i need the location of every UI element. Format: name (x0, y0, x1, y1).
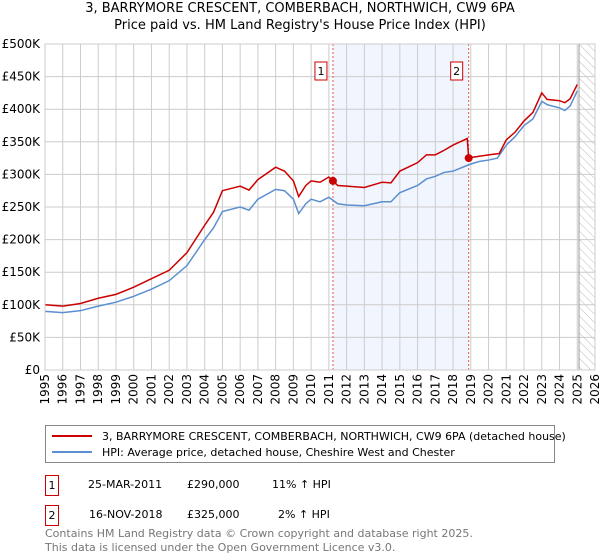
x-tick-label: 2001 (144, 374, 158, 405)
x-tick-label: 2003 (180, 374, 194, 405)
x-tick-label: 2024 (553, 374, 567, 405)
legend-label: 3, BARRYMORE CRESCENT, COMBERBACH, NORTH… (102, 429, 566, 443)
legend-label: HPI: Average price, detached house, Ches… (102, 445, 455, 459)
y-tick-label: £500K (2, 37, 42, 51)
footer: Contains HM Land Registry data © Crown c… (45, 527, 473, 555)
x-tick-label: 1999 (109, 374, 123, 405)
x-tick-label: 2004 (198, 374, 212, 405)
x-tick-label: 2021 (499, 374, 513, 405)
y-tick-label: £300K (2, 167, 42, 181)
sale-label-box (314, 61, 328, 81)
sale-label: 1 (317, 65, 324, 78)
transaction-marker: 1 (45, 475, 59, 496)
legend-item-hpi: HPI: Average price, detached house, Ches… (52, 444, 455, 460)
x-tick-label: 1995 (38, 374, 52, 405)
x-tick-label: 2019 (464, 374, 478, 405)
y-tick-label: £100K (2, 298, 42, 312)
footer-copyright: Contains HM Land Registry data © Crown c… (45, 527, 473, 540)
price-chart: 1995 1996 1997 1998 1999 2000 2001 2002 2003 2004… (2, 37, 600, 405)
x-tick-label: 2010 (304, 374, 318, 405)
y-tick-label: £50K (9, 330, 41, 344)
hpi-line (44, 90, 578, 314)
y-tick-label: £350K (2, 135, 42, 149)
transaction-price: £290,000 (187, 478, 240, 491)
x-tick-label: 2006 (233, 374, 247, 405)
transaction-price: £325,000 (187, 508, 240, 521)
sale-label-box (450, 61, 464, 81)
x-tick-label: 1998 (91, 374, 105, 405)
chart-legend: 3, BARRYMORE CRESCENT, COMBERBACH, NORTH… (45, 425, 566, 463)
legend-item-property: 3, BARRYMORE CRESCENT, COMBERBACH, NORTH… (52, 428, 566, 444)
chart-subtitle: Price paid vs. HM Land Registry's House … (114, 18, 486, 33)
x-tick-label: 2016 (411, 374, 425, 405)
transaction-date: 25-MAR-2011 (88, 478, 163, 491)
y-tick-label: £200K (2, 233, 42, 247)
y-tick-label: £450K (2, 70, 42, 84)
x-tick-label: 2012 (340, 374, 354, 405)
y-tick-label: £400K (2, 102, 42, 116)
footer-licence: This data is licensed under the Open Gov… (45, 541, 396, 554)
x-tick-label: 2013 (357, 374, 371, 405)
transaction-hpi: 2% ↑ HPI (278, 508, 330, 521)
price-paid-line (44, 84, 578, 307)
x-tick-label: 2000 (127, 374, 141, 405)
x-tick-label: 2026 (588, 374, 600, 405)
x-tick-label: 1997 (73, 374, 87, 405)
x-tick-label: 2023 (535, 374, 549, 405)
x-tick-label: 2018 (446, 374, 460, 405)
x-tick-label: 1996 (56, 374, 70, 405)
transaction-date: 16-NOV-2018 (89, 508, 163, 521)
chart-title: 3, BARRYMORE CRESCENT, COMBERBACH, NORTH… (85, 1, 515, 16)
x-tick-label: 2008 (269, 374, 283, 405)
x-tick-label: 2014 (375, 374, 389, 405)
sale-point (464, 154, 473, 163)
x-tick-label: 2005 (215, 374, 229, 405)
x-tick-label: 2011 (322, 374, 336, 405)
x-tick-label: 2009 (286, 374, 300, 405)
x-tick-label: 2020 (482, 374, 496, 405)
legend-swatch-blue (52, 451, 92, 453)
x-tick-label: 2002 (162, 374, 176, 405)
x-tick-label: 2015 (393, 374, 407, 405)
sale-label: 2 (453, 65, 460, 78)
plot-border (44, 43, 596, 371)
x-tick-label: 2022 (517, 374, 531, 405)
x-tick-label: 2007 (251, 374, 265, 405)
y-tick-label: £250K (2, 200, 42, 214)
transaction-marker: 2 (45, 505, 59, 526)
y-tick-label: £0 (25, 363, 40, 377)
x-tick-label: 2017 (428, 374, 442, 405)
y-tick-label: £150K (2, 265, 42, 279)
legend-swatch-red (52, 435, 92, 437)
x-tick-label: 2025 (570, 374, 584, 405)
transaction-hpi: 11% ↑ HPI (272, 478, 331, 491)
sale-point (328, 176, 337, 185)
